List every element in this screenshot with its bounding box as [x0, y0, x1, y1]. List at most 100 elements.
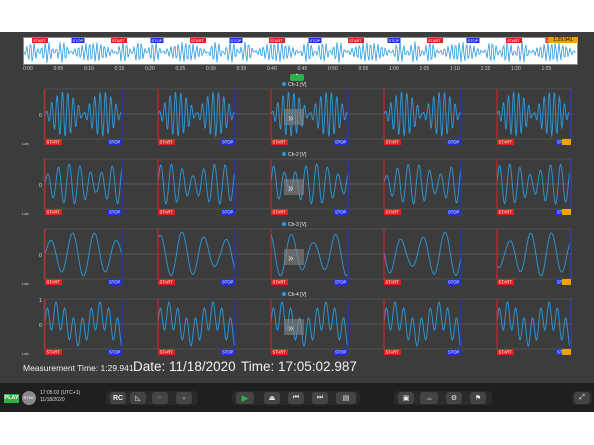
- stop-marker[interactable]: [108, 279, 122, 285]
- stop-marker[interactable]: [108, 209, 122, 215]
- start-marker[interactable]: [271, 139, 288, 145]
- stop-marker[interactable]: [108, 139, 122, 145]
- start-marker-label: START: [499, 140, 513, 145]
- folder-icon[interactable]: ▤: [336, 392, 356, 404]
- axis-tick: 0:15: [114, 66, 125, 72]
- start-marker[interactable]: [158, 349, 175, 355]
- channel-plot[interactable]: START STOP START STOP START STOP START STOP STAR…: [22, 83, 573, 147]
- end-marker-icon[interactable]: [562, 209, 571, 215]
- stop-marker[interactable]: [221, 279, 235, 285]
- start-marker[interactable]: [271, 349, 288, 355]
- axis-tick: 1:15: [480, 66, 491, 72]
- start-marker[interactable]: [384, 279, 401, 285]
- signal-trace: [157, 163, 236, 205]
- overview-marker-label: STOP: [310, 38, 321, 43]
- channel-title: Ch-3 [V]: [282, 222, 306, 228]
- stop-marker[interactable]: [108, 349, 122, 355]
- axis-tick: 0:30: [206, 66, 216, 72]
- start-marker[interactable]: [271, 279, 288, 285]
- overview-start-marker[interactable]: [348, 38, 364, 43]
- stop-marker[interactable]: [334, 279, 348, 285]
- eject-icon[interactable]: ⏏: [264, 392, 280, 404]
- overview-stop-marker[interactable]: [71, 38, 85, 43]
- channel-panel-4: Ch-4 [V] 1 0 Lab START STOP START STOP START…: [22, 292, 573, 357]
- start-marker[interactable]: [45, 209, 62, 215]
- start-marker-label: START: [47, 280, 61, 285]
- cut-icon[interactable]: ✂: [152, 392, 168, 404]
- stop-marker[interactable]: [221, 139, 235, 145]
- overview-signal: [23, 40, 577, 63]
- start-marker[interactable]: [497, 349, 514, 355]
- start-marker[interactable]: [45, 349, 62, 355]
- stop-marker[interactable]: [447, 139, 461, 145]
- collapse-handle[interactable]: ⌃: [290, 74, 304, 81]
- stop-marker[interactable]: [334, 139, 348, 145]
- channel-panel-2: Ch-2 [V] 0 Lab START STOP START STOP START ST…: [22, 152, 573, 217]
- start-marker[interactable]: [384, 209, 401, 215]
- channel-dot-icon: [282, 292, 286, 296]
- overview-stop-marker[interactable]: [387, 38, 401, 43]
- stop-marker[interactable]: [221, 209, 235, 215]
- time-readout: Time: 17:05:02.987: [241, 359, 357, 374]
- channel-plot[interactable]: START STOP START STOP START STOP START STOP STAR…: [22, 223, 573, 287]
- overview-stop-marker[interactable]: [466, 38, 480, 43]
- start-marker-label: START: [499, 210, 513, 215]
- overview-start-marker[interactable]: [506, 38, 522, 43]
- overview-start-marker[interactable]: [32, 38, 48, 43]
- start-marker[interactable]: [384, 139, 401, 145]
- end-marker-icon[interactable]: [562, 279, 571, 285]
- start-marker[interactable]: [158, 209, 175, 215]
- skip-back-icon[interactable]: ⏮: [288, 392, 304, 404]
- play-icon[interactable]: ▶: [236, 392, 254, 404]
- scroll-forward-button[interactable]: [284, 109, 304, 125]
- signal-trace: [270, 163, 349, 205]
- overview-start-marker[interactable]: [190, 38, 206, 43]
- start-marker[interactable]: [45, 279, 62, 285]
- axis-tick: 0:50: [328, 66, 338, 72]
- play-mode-badge[interactable]: PLAY: [4, 394, 19, 403]
- start-marker[interactable]: [497, 279, 514, 285]
- start-marker[interactable]: [158, 139, 175, 145]
- overview-stop-marker[interactable]: [150, 38, 164, 43]
- signal-trace: [270, 91, 349, 138]
- overview-start-marker[interactable]: [111, 38, 127, 43]
- axis-tick: 1:05: [419, 66, 430, 72]
- channel-plot[interactable]: START STOP START STOP START STOP START STOP STAR…: [22, 293, 573, 357]
- channel-plot[interactable]: START STOP START STOP START STOP START STOP STAR…: [22, 153, 573, 217]
- scroll-forward-button[interactable]: [284, 249, 304, 265]
- start-marker[interactable]: [271, 209, 288, 215]
- double-chevron-icon: »: [288, 323, 294, 334]
- end-marker-icon[interactable]: [562, 139, 571, 145]
- settings-icon[interactable]: ⚙: [446, 392, 462, 404]
- start-marker[interactable]: [45, 139, 62, 145]
- stop-marker[interactable]: [447, 279, 461, 285]
- start-marker[interactable]: [158, 279, 175, 285]
- start-marker[interactable]: [497, 139, 514, 145]
- scroll-forward-button[interactable]: [284, 319, 304, 335]
- start-marker[interactable]: [497, 209, 514, 215]
- overview-timeline[interactable]: START STOP START STOP START STOP START STOP STAR…: [23, 37, 578, 65]
- overview-stop-marker[interactable]: [308, 38, 322, 43]
- end-marker-icon[interactable]: [562, 349, 571, 355]
- save-icon[interactable]: ▣: [398, 392, 414, 404]
- overview-start-marker[interactable]: [269, 38, 285, 43]
- fullscreen-icon[interactable]: ⤢: [574, 392, 590, 404]
- stop-marker-label: STOP: [448, 350, 460, 355]
- flag-marker-icon[interactable]: ⚑: [470, 392, 486, 404]
- stop-marker[interactable]: [447, 349, 461, 355]
- stop-marker[interactable]: [334, 349, 348, 355]
- skip-forward-icon[interactable]: ⏭: [312, 392, 328, 404]
- stop-marker[interactable]: [334, 209, 348, 215]
- start-marker-label: START: [386, 280, 400, 285]
- rc-button[interactable]: RC: [110, 392, 126, 404]
- sync-badge[interactable]: SYNC: [22, 391, 36, 405]
- stop-marker[interactable]: [447, 209, 461, 215]
- scroll-forward-button[interactable]: [284, 179, 304, 195]
- cloud-icon[interactable]: ☁: [420, 392, 438, 404]
- record-icon[interactable]: ●: [176, 392, 192, 404]
- overview-stop-marker[interactable]: [229, 38, 243, 43]
- stop-marker[interactable]: [221, 349, 235, 355]
- ruler-icon[interactable]: ◺: [130, 392, 146, 404]
- start-marker[interactable]: [384, 349, 401, 355]
- overview-start-marker[interactable]: [427, 38, 443, 43]
